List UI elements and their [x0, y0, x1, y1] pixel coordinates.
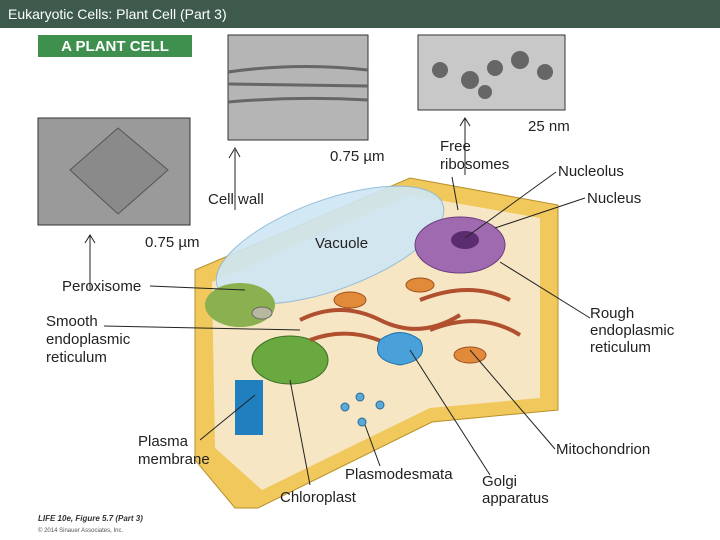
- label-line: endoplasmic: [590, 322, 675, 339]
- leader-lines: [84, 117, 591, 486]
- label: Golgi apparatus: [482, 473, 549, 507]
- label: Smooth endoplasmic reticulum: [46, 313, 134, 366]
- scale-bar-label: 0.75 µm: [330, 148, 385, 165]
- micrographs: [37, 34, 566, 226]
- label-line: reticulum: [46, 349, 107, 366]
- label-line: Smooth: [46, 313, 98, 330]
- label: Vacuole: [315, 235, 368, 252]
- cell-illustration: [194, 177, 559, 509]
- header-bar: [0, 0, 720, 28]
- slide-title: Eukaryotic Cells: Plant Cell (Part 3): [8, 6, 227, 22]
- credit: LIFE 10e, Figure 5.7 (Part 3): [38, 514, 143, 523]
- scale-bar-label: 0.75 µm: [145, 234, 200, 251]
- scale-bar-label: 25 nm: [528, 118, 570, 135]
- label: Mitochondrion: [556, 441, 650, 458]
- label: Plasma membrane: [138, 433, 210, 468]
- label: Chloroplast: [280, 489, 357, 506]
- label-line: Rough: [590, 305, 634, 322]
- label-line: ribosomes: [440, 156, 509, 173]
- label-line: Free: [440, 138, 471, 155]
- label: Cell wall: [208, 191, 264, 208]
- label: Nucleus: [587, 190, 641, 207]
- figure-heading: A PLANT CELL: [61, 38, 169, 55]
- credit: © 2014 Sinauer Associates, Inc.: [38, 527, 123, 534]
- label-line: reticulum: [590, 339, 651, 356]
- label: Rough endoplasmic reticulum: [590, 305, 678, 356]
- label-line: apparatus: [482, 490, 549, 507]
- label-line: Golgi: [482, 473, 517, 490]
- heading-box: [38, 35, 192, 57]
- label: Peroxisome: [62, 278, 141, 295]
- label-line: Plasma: [138, 433, 189, 450]
- label-line: endoplasmic: [46, 331, 131, 348]
- label: Plasmodesmata: [345, 466, 453, 483]
- label-line: membrane: [138, 451, 210, 468]
- label: Nucleolus: [558, 163, 624, 180]
- label: Free ribosomes: [440, 138, 509, 173]
